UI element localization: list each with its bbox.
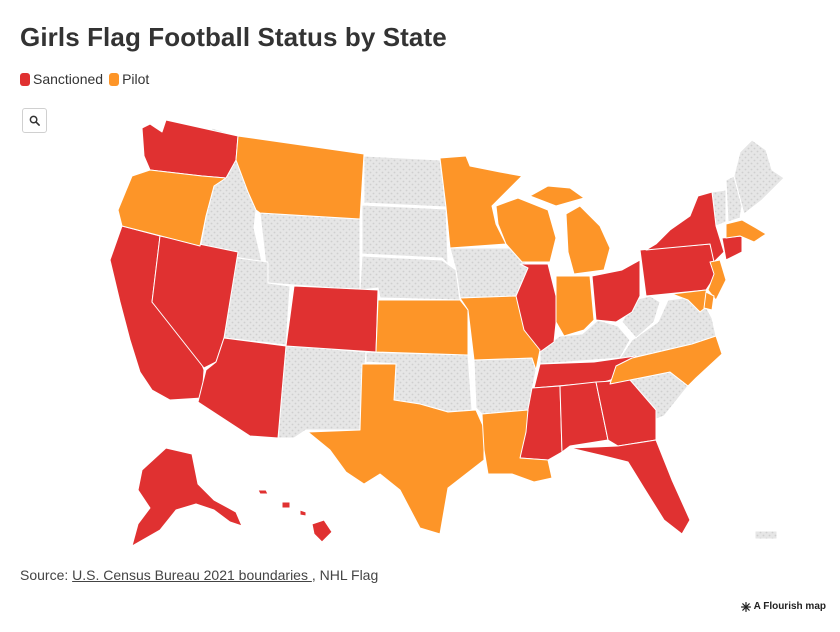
state-minnesota[interactable] — [439, 155, 523, 249]
state-maine[interactable] — [733, 139, 785, 215]
flourish-credit[interactable]: A Flourish map — [740, 601, 826, 612]
state-kansas[interactable] — [375, 299, 469, 356]
state-ohio[interactable] — [591, 259, 641, 323]
map-title: Girls Flag Football Status by State — [20, 22, 447, 52]
state-wyoming[interactable] — [259, 212, 361, 291]
state-connecticut[interactable] — [721, 235, 743, 261]
state-wisconsin[interactable] — [495, 197, 557, 263]
state-kentucky[interactable] — [539, 319, 631, 365]
state-michigan[interactable] — [529, 185, 611, 275]
legend-item-pilot[interactable]: Pilot — [109, 71, 149, 87]
map-search-button[interactable] — [22, 108, 47, 133]
state-pennsylvania[interactable] — [639, 243, 719, 297]
state-colorado[interactable] — [285, 285, 379, 353]
source-suffix: , NHL Flag — [311, 567, 379, 583]
state-new-york[interactable] — [645, 191, 725, 263]
state-new-hampshire[interactable] — [725, 175, 743, 223]
state-alabama[interactable] — [559, 381, 609, 453]
state-new-jersey[interactable] — [707, 259, 727, 301]
legend-label-sanctioned: Sanctioned — [33, 71, 104, 87]
state-alaska[interactable] — [131, 447, 243, 547]
source-note: Source: U.S. Census Bureau 2021 boundari… — [20, 567, 378, 583]
state-washington[interactable] — [141, 119, 239, 179]
state-florida[interactable] — [569, 439, 691, 535]
flourish-logo-icon — [740, 601, 751, 612]
legend-swatch-pilot — [109, 72, 120, 86]
state-missouri[interactable] — [459, 295, 541, 371]
legend-swatch-sanctioned — [20, 72, 30, 86]
territory-puerto-rico[interactable] — [754, 530, 778, 540]
state-texas[interactable] — [307, 363, 485, 535]
state-hawaii[interactable] — [257, 489, 333, 543]
legend-label-pilot: Pilot — [122, 71, 150, 87]
state-new-mexico[interactable] — [277, 344, 367, 439]
state-arizona[interactable] — [197, 337, 287, 439]
source-prefix: Source: — [20, 567, 73, 583]
source-link[interactable]: U.S. Census Bureau 2021 boundaries — [72, 567, 312, 583]
state-south-dakota[interactable] — [361, 204, 449, 265]
state-arkansas[interactable] — [473, 357, 537, 415]
state-delaware[interactable] — [703, 291, 715, 311]
state-north-dakota[interactable] — [363, 155, 447, 208]
flourish-credit-text: A Flourish map — [753, 601, 826, 612]
state-massachusetts[interactable] — [725, 219, 767, 243]
state-oregon[interactable] — [117, 169, 227, 247]
state-montana[interactable] — [235, 135, 365, 220]
legend-item-sanctioned[interactable]: Sanctioned — [20, 71, 103, 87]
search-icon — [29, 115, 40, 126]
state-indiana[interactable] — [555, 275, 595, 337]
state-louisiana[interactable] — [481, 409, 553, 483]
state-north-carolina[interactable] — [609, 335, 723, 387]
legend: Sanctioned Pilot — [20, 71, 155, 87]
